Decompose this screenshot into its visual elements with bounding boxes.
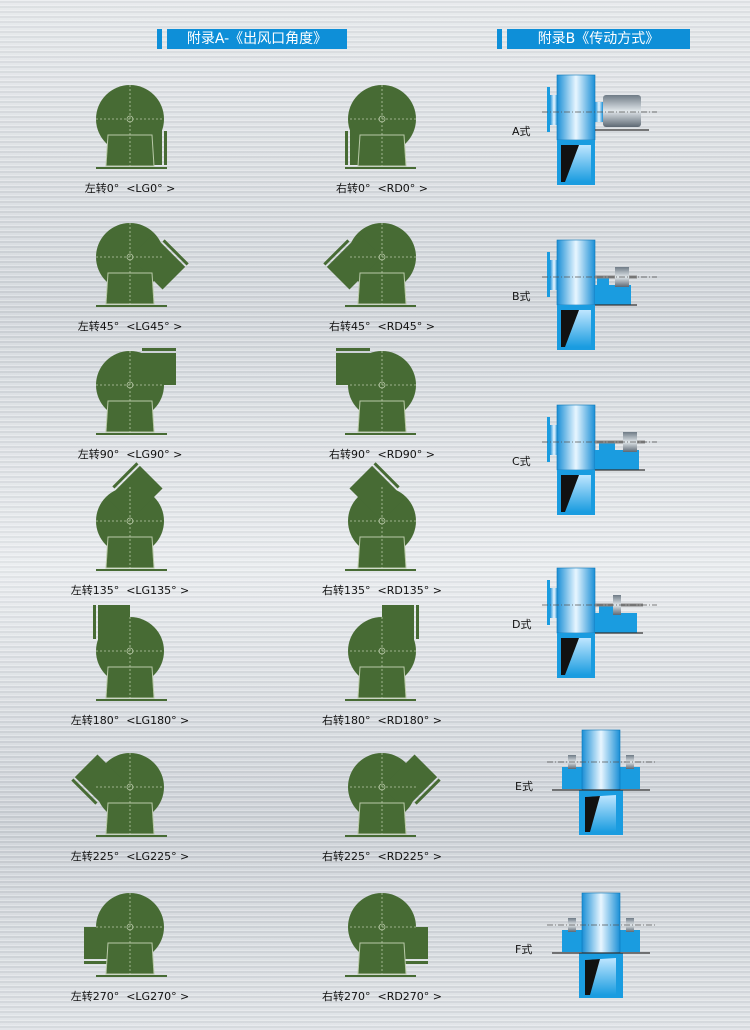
header-accent <box>497 29 502 49</box>
outlet-angle-label: 右转225° <RD225° > <box>321 850 443 863</box>
appendix-a-header: 附录A-《出风口角度》 <box>157 29 347 49</box>
outlet-angle-label: 右转270° <RD270° > <box>321 990 443 1003</box>
fan-diagram-right-rotation <box>345 893 428 977</box>
fan-diagram-left-rotation <box>96 348 176 435</box>
outlet-angle-label: 左转90° <LG90° > <box>77 448 183 461</box>
appendix-a-title: 附录A-《出风口角度》 <box>167 29 347 49</box>
drive-diagram <box>542 239 657 350</box>
outlet-angle-label: 左转180° <LG180° > <box>70 714 190 727</box>
drive-type-label: D式 <box>512 618 532 631</box>
fan-diagram-left-rotation <box>71 753 167 837</box>
outlet-angle-label: 右转45° <RD45° > <box>328 320 436 333</box>
drive-diagram <box>547 729 657 835</box>
outlet-angle-label: 右转90° <RD90° > <box>328 448 436 461</box>
fan-diagram-right-rotation <box>345 462 416 571</box>
drive-diagram <box>542 567 657 678</box>
outlet-angle-label: 右转180° <RD180° > <box>321 714 443 727</box>
drive-diagram <box>542 404 657 515</box>
drive-type-label: B式 <box>512 290 531 303</box>
fan-diagram-left-rotation <box>84 893 167 977</box>
drive-type-label: F式 <box>515 943 533 956</box>
outlet-angle-label: 左转135° <LG135° > <box>70 584 190 597</box>
drive-type-label: E式 <box>515 780 533 793</box>
drive-type-label: C式 <box>512 455 531 468</box>
outlet-angle-label: 右转135° <RD135° > <box>321 584 443 597</box>
appendix-b-title: 附录B《传动方式》 <box>507 29 690 49</box>
drive-type-label: A式 <box>512 125 531 138</box>
fan-diagram-right-rotation <box>345 85 416 169</box>
fan-diagram-left-rotation <box>96 462 167 571</box>
fan-diagram-left-rotation <box>96 223 189 307</box>
outlet-angle-label: 左转270° <LG270° > <box>70 990 190 1003</box>
fan-diagram-left-rotation <box>96 85 167 169</box>
fan-diagram-left-rotation <box>93 605 167 701</box>
drive-diagram <box>547 892 657 998</box>
drive-diagram <box>542 74 657 185</box>
header-accent <box>157 29 162 49</box>
fan-diagram-right-rotation <box>345 753 441 837</box>
fan-diagram-right-rotation <box>323 223 416 307</box>
outlet-angle-label: 右转0° <RD0° > <box>335 182 429 195</box>
outlet-angle-label: 左转225° <LG225° > <box>70 850 190 863</box>
outlet-angle-label: 左转0° <LG0° > <box>84 182 176 195</box>
fan-diagram-right-rotation <box>336 348 416 435</box>
appendix-b-header: 附录B《传动方式》 <box>497 29 690 49</box>
outlet-angle-label: 左转45° <LG45° > <box>77 320 183 333</box>
fan-diagram-right-rotation <box>345 605 419 701</box>
